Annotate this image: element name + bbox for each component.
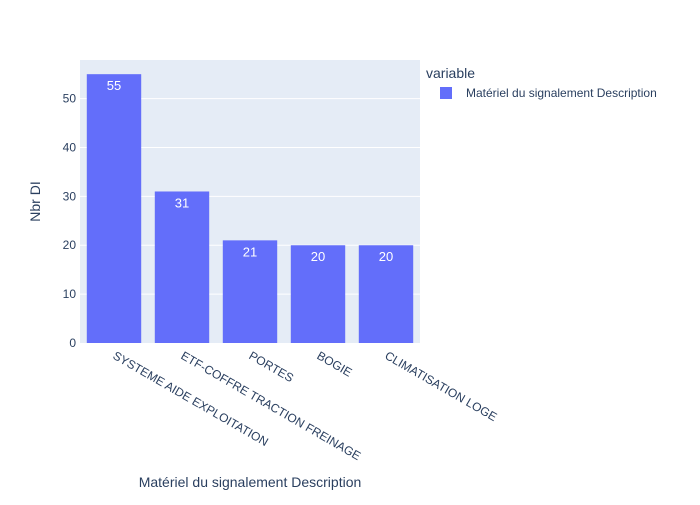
y-tick-label: 50 (63, 92, 77, 106)
y-tick-label: 40 (63, 140, 77, 154)
bar-data-label: 20 (379, 249, 393, 264)
bars: 55 31 21 20 20 (86, 74, 414, 343)
legend-item-label[interactable]: Matériel du signalement Description (466, 86, 657, 100)
y-tick-label: 20 (63, 238, 77, 252)
bar-data-label: 21 (243, 244, 257, 259)
bar[interactable] (290, 245, 346, 343)
bar-data-label: 31 (175, 195, 189, 210)
y-tick-label: 30 (63, 189, 77, 203)
x-tick-label: CLIMATISATION LOGE (383, 348, 500, 424)
legend-title: variable (426, 65, 475, 81)
bar[interactable] (358, 245, 414, 343)
x-axis-title: Matériel du signalement Description (139, 474, 362, 490)
y-axis-ticks: 0 10 20 30 40 50 (63, 92, 77, 350)
y-tick-label: 10 (63, 287, 77, 301)
y-tick-label: 0 (69, 336, 76, 350)
bar[interactable] (154, 191, 210, 343)
y-axis-title: Nbr DI (27, 181, 43, 221)
bar-data-label: 20 (311, 249, 325, 264)
legend-swatch[interactable] (440, 87, 452, 99)
x-tick-label: PORTES (247, 348, 297, 385)
bar[interactable] (86, 74, 142, 343)
x-tick-label: BOGIE (315, 348, 355, 379)
bar-data-label: 55 (107, 78, 121, 93)
legend: variable Matériel du signalement Descrip… (426, 65, 657, 100)
bar[interactable] (222, 240, 278, 343)
